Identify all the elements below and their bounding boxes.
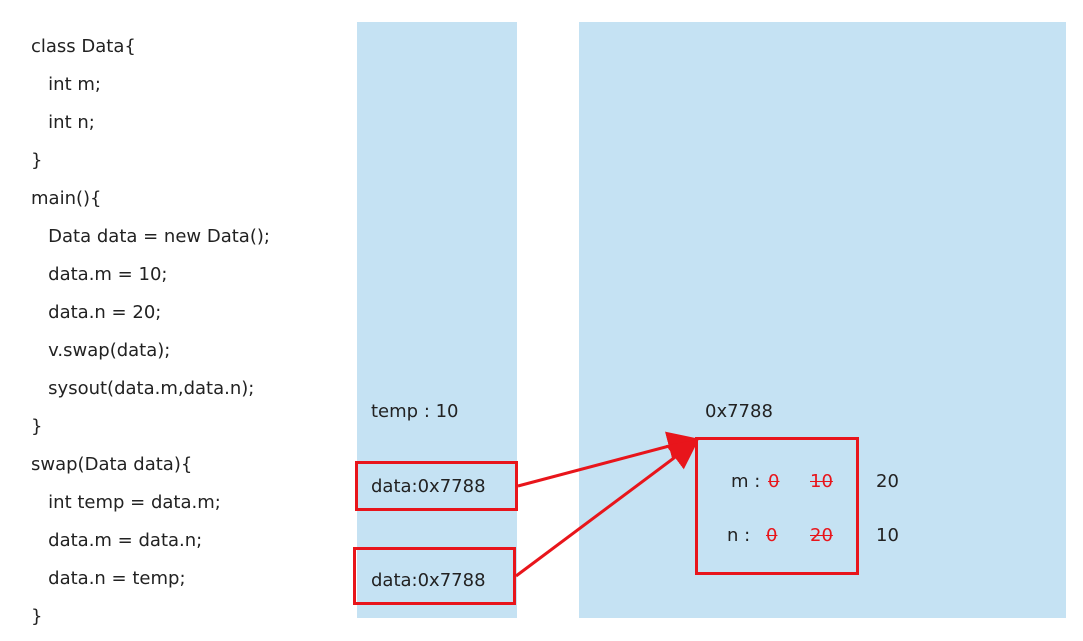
- heap-field-m-old-value: 10: [810, 471, 833, 492]
- code-line: int n;: [31, 112, 95, 133]
- code-line: main(){: [31, 188, 102, 209]
- code-line: class Data{: [31, 36, 136, 57]
- stack-panel: [357, 22, 517, 618]
- code-line: data.m = 10;: [31, 264, 168, 285]
- heap-panel: [579, 22, 1066, 618]
- heap-field-n-old-value: 0: [766, 525, 778, 546]
- stack-main-data-label: data:0x7788: [371, 570, 486, 591]
- code-line: swap(Data data){: [31, 454, 193, 475]
- stack-swap-data-box: [355, 461, 518, 511]
- code-line: int m;: [31, 74, 101, 95]
- code-line: data.m = data.n;: [31, 530, 203, 551]
- heap-field-m-new-value: 20: [876, 471, 899, 492]
- swap-reference-arrow: [517, 431, 698, 488]
- code-line: sysout(data.m,data.n);: [31, 378, 255, 399]
- heap-field-n-old-value: 20: [810, 525, 833, 546]
- stack-swap-data-label: data:0x7788: [371, 476, 486, 497]
- code-line: }: [31, 416, 43, 437]
- code-line: }: [31, 150, 43, 171]
- heap-object-box: [695, 437, 859, 575]
- heap-field-n-label: n :: [727, 525, 751, 546]
- code-line: data.n = temp;: [31, 568, 186, 589]
- heap-field-m-label: m :: [731, 471, 761, 492]
- code-line: data.n = 20;: [31, 302, 162, 323]
- heap-field-n-new-value: 10: [876, 525, 899, 546]
- stack-main-data-box: [353, 547, 516, 605]
- code-line: }: [31, 606, 43, 627]
- stack-temp-label: temp : 10: [371, 401, 459, 422]
- main-reference-arrow: [515, 439, 699, 578]
- code-line: int temp = data.m;: [31, 492, 221, 513]
- heap-address-label: 0x7788: [705, 401, 773, 422]
- code-line: v.swap(data);: [31, 340, 171, 361]
- code-line: Data data = new Data();: [31, 226, 270, 247]
- heap-field-m-old-value: 0: [768, 471, 780, 492]
